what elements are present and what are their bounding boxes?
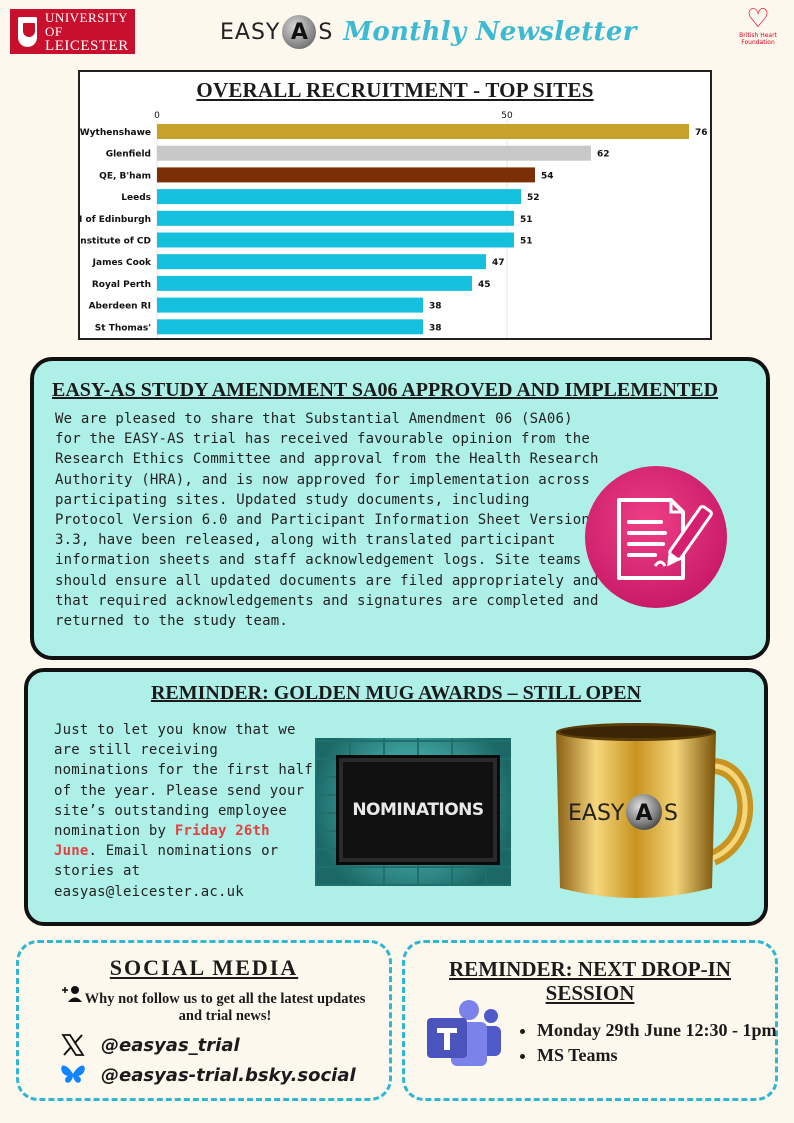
shield-icon — [18, 16, 38, 47]
university-of-leicester-logo: UNIVERSITY OF LEICESTER — [10, 9, 135, 54]
x-tick-label: 0 — [154, 111, 160, 121]
bar — [157, 297, 423, 313]
bar — [157, 275, 472, 291]
value-label: 38 — [429, 302, 442, 312]
drop-in-session-box: REMINDER: NEXT DROP-IN SESSION Monday 29… — [402, 940, 778, 1101]
value-label: 54 — [541, 171, 554, 181]
mug-logo-badge — [626, 794, 662, 830]
easyas-logo-right: S — [318, 19, 334, 45]
social-media-box: SOCIAL MEDIA Why not follow us to get al… — [16, 940, 392, 1101]
value-label: 52 — [527, 193, 540, 203]
bluesky-handle-row[interactable]: @easyas-trial.bsky.social — [59, 1063, 356, 1087]
amendment-title: EASY-AS STUDY AMENDMENT SA06 APPROVED AN… — [52, 379, 719, 401]
bar — [157, 254, 486, 270]
bar — [157, 319, 423, 335]
value-label: 51 — [520, 215, 533, 225]
value-label: 51 — [520, 237, 533, 247]
bar — [157, 167, 535, 183]
category-label: Aberdeen RI — [89, 302, 151, 312]
mug-logo-left: EASY — [568, 801, 625, 826]
golden-mug-title: REMINDER: GOLDEN MUG AWARDS – STILL OPEN — [150, 682, 642, 704]
value-label: 76 — [695, 128, 708, 138]
category-label: Institute of CD — [80, 237, 151, 247]
x-logo-icon — [59, 1033, 87, 1057]
value-label: 62 — [597, 150, 610, 160]
x-handle-row[interactable]: @easyas_trial — [59, 1033, 240, 1057]
university-line-1: UNIVERSITY OF — [45, 9, 128, 39]
easyas-logo-badge: A — [282, 15, 317, 49]
easyas-logo-a: A — [290, 19, 308, 45]
category-label: Glenfield — [106, 150, 151, 160]
golden-mug-body-end: . Email nominations or stories at easyas… — [54, 843, 279, 900]
university-logo-text: UNIVERSITY OF LEICESTER — [45, 9, 135, 54]
amendment-panel: EASY-AS STUDY AMENDMENT SA06 APPROVED AN… — [30, 357, 770, 660]
bhf-line-2: Foundation — [741, 39, 775, 46]
mug-logo-a: A — [635, 801, 652, 826]
category-label: Leeds — [121, 193, 151, 203]
nominations-board: NOMINATIONS — [339, 758, 497, 862]
golden-mug-deadline: Friday 26th June — [54, 823, 270, 860]
british-heart-foundation-logo: ♡ British Heart Foundation — [730, 6, 786, 54]
bar — [157, 210, 514, 226]
add-user-icon — [62, 986, 82, 1002]
bhf-line-1: British Heart — [739, 32, 777, 39]
amendment-body: We are pleased to share that Substantial… — [55, 411, 599, 630]
category-label: RI of Edinburgh — [80, 215, 151, 225]
value-label: 38 — [429, 323, 442, 333]
bar — [157, 232, 514, 248]
drop-in-details: Monday 29th June 12:30 - 1pm MS Teams — [515, 1019, 787, 1069]
bar — [157, 145, 591, 161]
butterfly-icon — [59, 1063, 87, 1087]
ms-teams-icon — [427, 1000, 501, 1066]
recruitment-chart: OVERALL RECRUITMENT - TOP SITES 0 50 Wythe… — [78, 70, 712, 340]
nominations-image: NOMINATIONS — [315, 738, 511, 886]
golden-mug-panel: REMINDER: GOLDEN MUG AWARDS – STILL OPEN… — [24, 668, 768, 926]
x-handle[interactable]: @easyas_trial — [101, 1034, 240, 1056]
social-media-subtitle: Why not follow us to get all the latest … — [84, 991, 366, 1024]
category-label: James Cook — [92, 258, 152, 268]
category-label: Royal Perth — [92, 280, 151, 290]
drop-in-platform: MS Teams — [537, 1044, 787, 1067]
social-media-title: SOCIAL MEDIA — [109, 955, 299, 980]
category-label: Wythenshawe — [80, 128, 151, 138]
university-line-2: LEICESTER — [45, 37, 129, 54]
mug-logo-right: S — [664, 801, 678, 826]
drop-in-title: REMINDER: NEXT DROP-IN SESSION — [449, 957, 731, 1005]
category-label: QE, B'ham — [99, 171, 151, 181]
bar — [157, 124, 689, 139]
x-tick-label: 50 — [501, 111, 513, 121]
heart-icon: ♡ — [746, 4, 770, 34]
document-signature-icon — [585, 466, 727, 608]
nominations-board-text: NOMINATIONS — [352, 800, 484, 820]
chart-title: OVERALL RECRUITMENT - TOP SITES — [196, 78, 594, 102]
drop-in-date: Monday 29th June 12:30 - 1pm — [537, 1019, 787, 1042]
easyas-logo-left: EASY — [220, 19, 281, 45]
golden-mug-body-start: Just to let you know that we are still r… — [54, 722, 313, 840]
recruitment-bar-chart: 0 50 Wythenshawe 76 Glenfield 62 QE, B'ham 54 Le… — [80, 111, 708, 338]
newsletter-title: Monthly Newsletter — [343, 17, 637, 47]
golden-mug-image: EASY A S — [556, 723, 753, 898]
golden-mug-body: Just to let you know that we are still r… — [54, 720, 316, 902]
newsletter-header: EASY A S Monthly Newsletter — [220, 12, 637, 52]
value-label: 47 — [492, 258, 505, 268]
bar — [157, 189, 521, 205]
value-label: 45 — [478, 280, 491, 290]
category-label: St Thomas' — [95, 323, 151, 333]
bluesky-handle[interactable]: @easyas-trial.bsky.social — [101, 1064, 356, 1086]
